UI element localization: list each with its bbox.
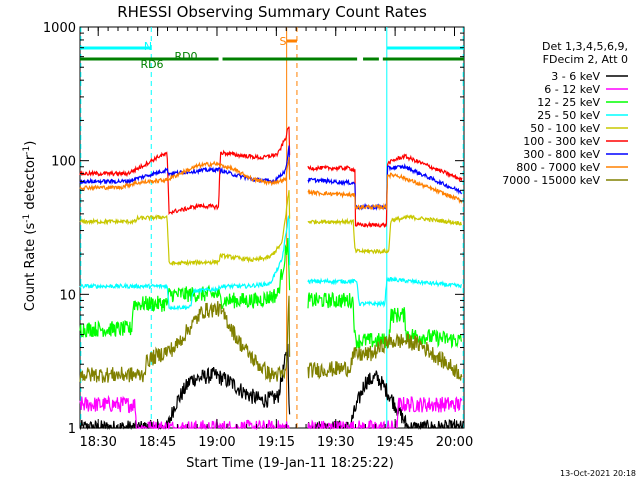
legend-entry-label: 50 - 100 keV (530, 122, 600, 135)
series-lines (79, 126, 464, 431)
legend-entry-label: 25 - 50 keV (537, 109, 600, 122)
attenuator-flags: N S RD0 RD6 (80, 35, 464, 71)
legend-entry-label: 7000 - 15000 keV (502, 174, 600, 187)
flag-label-rd0: RD0 (174, 50, 197, 63)
series-line-5 (79, 190, 463, 267)
legend-entry-label: 300 - 800 keV (523, 148, 600, 161)
y-tick-label: 100 (51, 155, 76, 170)
legend: Det 1,3,4,5,6,9,FDecim 2, Att 0 3 - 6 keV… (502, 40, 628, 187)
x-tick-label: 18:30 (79, 435, 116, 450)
series-line-3 (79, 237, 463, 349)
x-axis-label: Start Time (19-Jan-11 18:25:22) (186, 456, 394, 471)
x-tick-label: 18:45 (139, 435, 176, 450)
y-axis-label-part: detector (23, 154, 38, 214)
axis-ticks: 1 10 100 1000 18:30 18:45 19:00 19:15 19:30 19:45… (43, 21, 473, 450)
flag-label-n: N (144, 40, 152, 53)
x-tick-label: 19:30 (317, 435, 354, 450)
y-tick-label: 10 (59, 288, 76, 303)
generation-timestamp: 13-Oct-2021 20:18 (560, 469, 636, 478)
series-line-6 (79, 126, 463, 229)
flag-label-rd6: RD6 (140, 58, 163, 71)
series-line-4 (79, 215, 462, 311)
series-line-8 (79, 157, 463, 211)
legend-entry-label: 100 - 300 keV (523, 135, 600, 148)
legend-header-line: Det 1,3,4,5,6,9, (542, 40, 628, 53)
legend-entry-label: 800 - 7000 keV (516, 161, 600, 174)
chart-title: RHESSI Observing Summary Count Rates (117, 3, 427, 21)
x-tick-label: 19:45 (376, 435, 413, 450)
x-tick-label: 19:00 (198, 435, 235, 450)
y-axis-label-part: Count Rate (s (23, 223, 38, 312)
series-line-9 (79, 295, 463, 383)
y-tick-label: 1 (68, 422, 76, 437)
y-axis-label-part: ) (23, 141, 38, 146)
y-axis-label: Count Rate (s-1 detector-1) (22, 141, 38, 312)
legend-entry-label: 12 - 25 keV (537, 96, 600, 109)
flag-label-s: S (280, 35, 287, 48)
x-tick-label: 20:00 (436, 435, 473, 450)
legend-entry-label: 6 - 12 keV (544, 83, 600, 96)
y-axis-label-exponent: -1 (22, 214, 32, 223)
y-axis-label-exponent: -1 (22, 146, 32, 155)
y-tick-label: 1000 (43, 21, 76, 36)
x-tick-label: 19:15 (258, 435, 295, 450)
legend-entry-label: 3 - 6 keV (551, 70, 600, 83)
legend-header-line: FDecim 2, Att 0 (543, 53, 628, 66)
series-line-7 (79, 145, 462, 211)
